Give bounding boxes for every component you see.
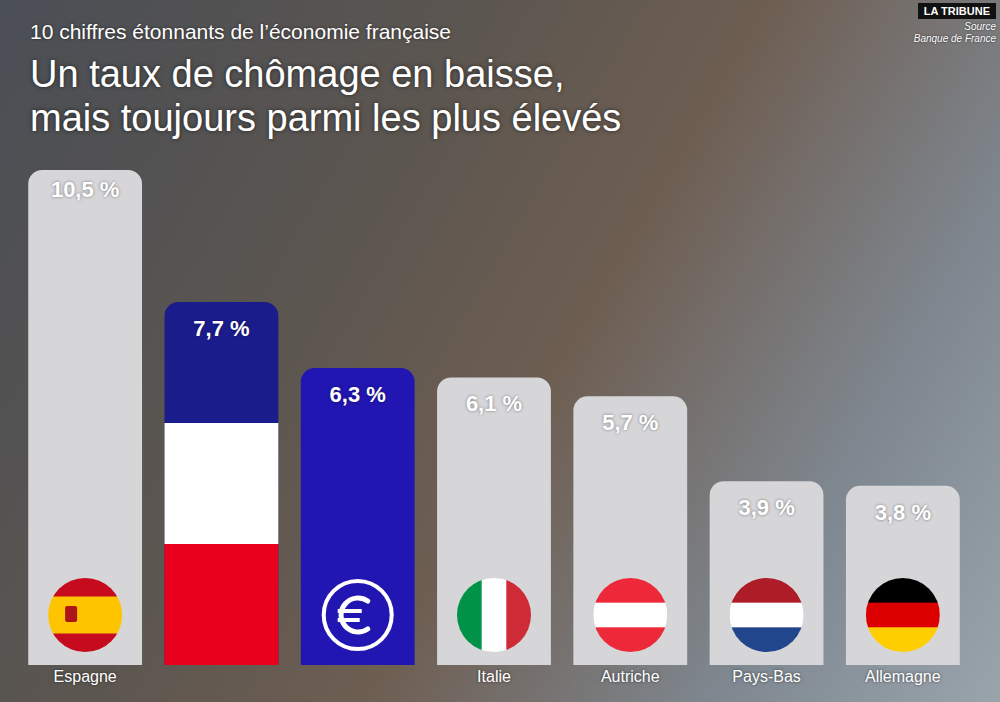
svg-text:3,9 %: 3,9 % bbox=[738, 495, 794, 520]
svg-text:Pays-Bas: Pays-Bas bbox=[732, 668, 800, 685]
svg-text:3,8 %: 3,8 % bbox=[875, 500, 931, 525]
html-text:10 chiffres étonnants de l’éco: 10 chiffres étonnants de l’économie fran… bbox=[30, 20, 451, 43]
svg-text:Allemagne: Allemagne bbox=[865, 668, 941, 685]
html-text:Banque de France: Banque de France bbox=[913, 33, 996, 44]
svg-text:5,7 %: 5,7 % bbox=[602, 410, 658, 435]
svg-text:Autriche: Autriche bbox=[601, 668, 660, 685]
svg-text:10,5 %: 10,5 % bbox=[51, 177, 120, 202]
svg-text:7,7 %: 7,7 % bbox=[193, 316, 249, 341]
svg-text:6,1 %: 6,1 % bbox=[466, 391, 522, 416]
svg-text:Espagne: Espagne bbox=[54, 668, 117, 685]
html-text:Un taux de chômage en baisse,: Un taux de chômage en baisse, bbox=[30, 53, 565, 95]
svg-text:Italie: Italie bbox=[477, 668, 511, 685]
html-text:Source: Source bbox=[964, 21, 996, 32]
html-text:LA TRIBUNE: LA TRIBUNE bbox=[923, 5, 990, 17]
svg-text:6,3 %: 6,3 % bbox=[330, 382, 386, 407]
html-text:mais toujours parmi les plus é: mais toujours parmi les plus élevés bbox=[30, 97, 622, 139]
